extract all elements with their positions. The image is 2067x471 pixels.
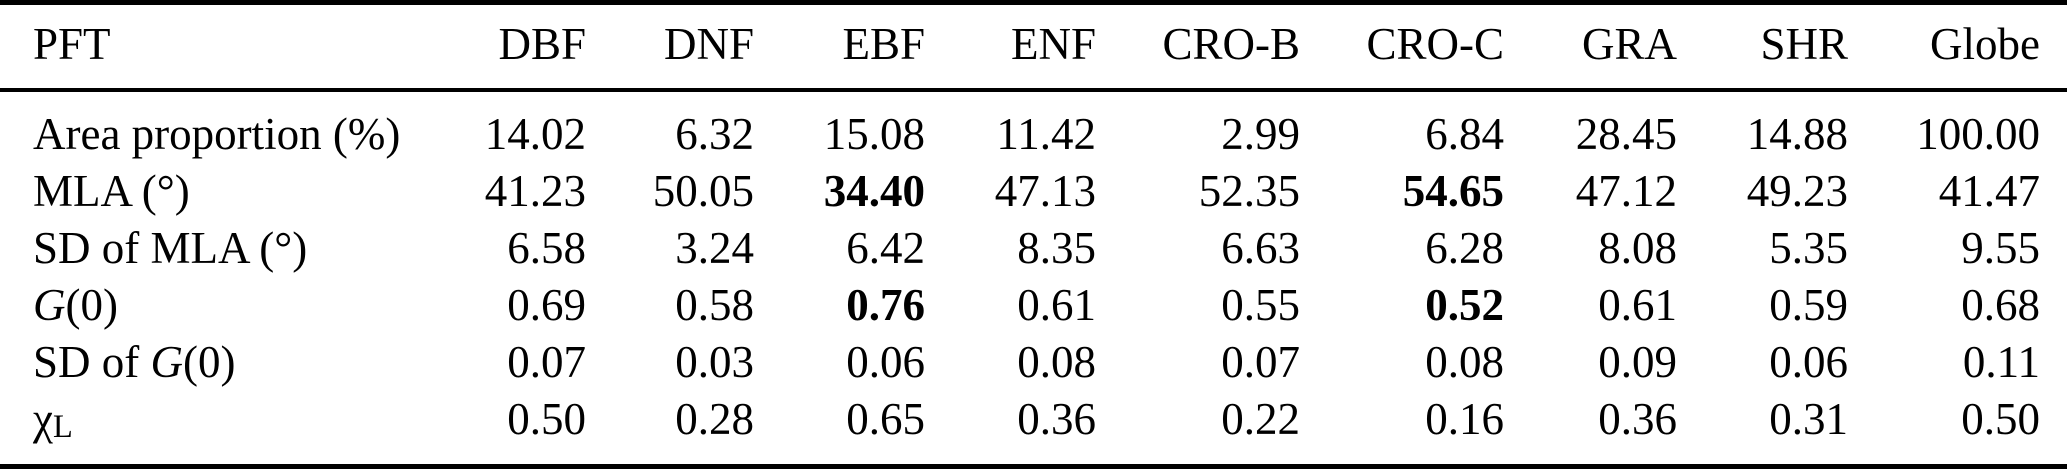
row-label: Area proportion (%) xyxy=(33,109,401,159)
table-row: G(0) 0.69 0.58 0.76 0.61 0.55 0.52 0.61 0.59 0.68 xyxy=(0,277,2067,334)
table-cell: 50.05 xyxy=(652,166,754,216)
table-cell: 34.40 xyxy=(823,166,925,216)
table-row: Area proportion (%) 14.02 6.32 15.08 11.42 2.… xyxy=(0,90,2067,163)
table-cell: 0.11 xyxy=(1962,337,2040,387)
column-header: PFT xyxy=(0,2,416,92)
table-cell: 0.07 xyxy=(507,337,586,387)
table-cell: 11.42 xyxy=(996,109,1096,159)
table-body: Area proportion (%) 14.02 6.32 15.08 11.42 2.… xyxy=(0,90,2067,467)
row-label: MLA (°) xyxy=(33,166,190,216)
column-header: ENF xyxy=(925,2,1096,92)
table-cell: 0.07 xyxy=(1221,337,1300,387)
table-cell: 0.50 xyxy=(1961,394,2040,444)
table-cell: 6.58 xyxy=(507,223,586,273)
table-cell: 6.84 xyxy=(1425,109,1504,159)
table-cell: 8.35 xyxy=(1017,223,1096,273)
table-cell: 54.65 xyxy=(1402,166,1504,216)
table-row: SD of MLA (°) 6.58 3.24 6.42 8.35 6.63 6.28 8.0… xyxy=(0,220,2067,277)
table-cell: 3.24 xyxy=(675,223,754,273)
row-label: SD of MLA (°) xyxy=(33,223,308,273)
table-cell: 100.00 xyxy=(1916,109,2040,159)
table-row: SD of G(0) 0.07 0.03 0.06 0.08 0.07 0.08 0.09 0.… xyxy=(0,334,2067,391)
table-cell: 14.88 xyxy=(1746,109,1848,159)
table-cell: 6.28 xyxy=(1425,223,1504,273)
table-cell: 0.52 xyxy=(1425,280,1504,330)
table-cell: 0.28 xyxy=(675,394,754,444)
table-cell: 0.58 xyxy=(675,280,754,330)
column-header: DBF xyxy=(416,2,586,92)
table-cell: 28.45 xyxy=(1575,109,1677,159)
table-cell: 41.47 xyxy=(1938,166,2040,216)
table-cell: 0.55 xyxy=(1221,280,1300,330)
table-cell: 0.22 xyxy=(1221,394,1300,444)
row-label: χL xyxy=(33,394,73,445)
table-cell: 6.42 xyxy=(846,223,925,273)
table-cell: 0.76 xyxy=(846,280,925,330)
table-cell: 0.36 xyxy=(1017,394,1096,444)
table-cell: 0.50 xyxy=(507,394,586,444)
row-label: G(0) xyxy=(33,280,118,330)
table-row: MLA (°) 41.23 50.05 34.40 47.13 52.35 54.65 47.… xyxy=(0,163,2067,220)
table-cell: 9.55 xyxy=(1961,223,2040,273)
table-cell: 47.12 xyxy=(1575,166,1677,216)
column-header: SHR xyxy=(1677,2,1848,92)
table-cell: 0.03 xyxy=(675,337,754,387)
table-cell: 0.36 xyxy=(1598,394,1677,444)
column-header: CRO-C xyxy=(1300,2,1504,92)
table-cell: 5.35 xyxy=(1769,223,1848,273)
column-header: EBF xyxy=(754,2,925,92)
table-cell: 0.59 xyxy=(1769,280,1848,330)
table-cell: 0.68 xyxy=(1961,280,2040,330)
column-header: DNF xyxy=(586,2,754,92)
table-cell: 47.13 xyxy=(994,166,1096,216)
table-cell: 41.23 xyxy=(484,166,586,216)
table-cell: 6.32 xyxy=(675,109,754,159)
header-row: PFT DBF DNF EBF ENF CRO-B CRO-C GRA SHR Globe xyxy=(0,2,2067,92)
table-cell: 0.31 xyxy=(1769,394,1848,444)
table-cell: 0.06 xyxy=(1769,337,1848,387)
table-cell: 0.06 xyxy=(846,337,925,387)
table-cell: 14.02 xyxy=(484,109,586,159)
row-label: SD of G(0) xyxy=(33,337,236,387)
table-cell: 0.16 xyxy=(1425,394,1504,444)
table-cell: 0.09 xyxy=(1598,337,1677,387)
table-cell: 8.08 xyxy=(1598,223,1677,273)
table-cell: 6.63 xyxy=(1221,223,1300,273)
table-cell: 52.35 xyxy=(1198,166,1300,216)
table-cell: 0.08 xyxy=(1017,337,1096,387)
column-header: CRO-B xyxy=(1096,2,1300,92)
table-cell: 0.08 xyxy=(1425,337,1504,387)
table-row: χL 0.50 0.28 0.65 0.36 0.22 0.16 0.36 0.31 0.50 xyxy=(0,391,2067,467)
table-cell: 0.61 xyxy=(1598,280,1677,330)
table-cell: 0.69 xyxy=(507,280,586,330)
table-cell: 15.08 xyxy=(823,109,925,159)
column-header: Globe xyxy=(1848,2,2067,92)
table-cell: 49.23 xyxy=(1746,166,1848,216)
table-cell: 2.99 xyxy=(1221,109,1300,159)
column-header: GRA xyxy=(1504,2,1677,92)
table-cell: 0.65 xyxy=(846,394,925,444)
table-cell: 0.61 xyxy=(1017,280,1096,330)
